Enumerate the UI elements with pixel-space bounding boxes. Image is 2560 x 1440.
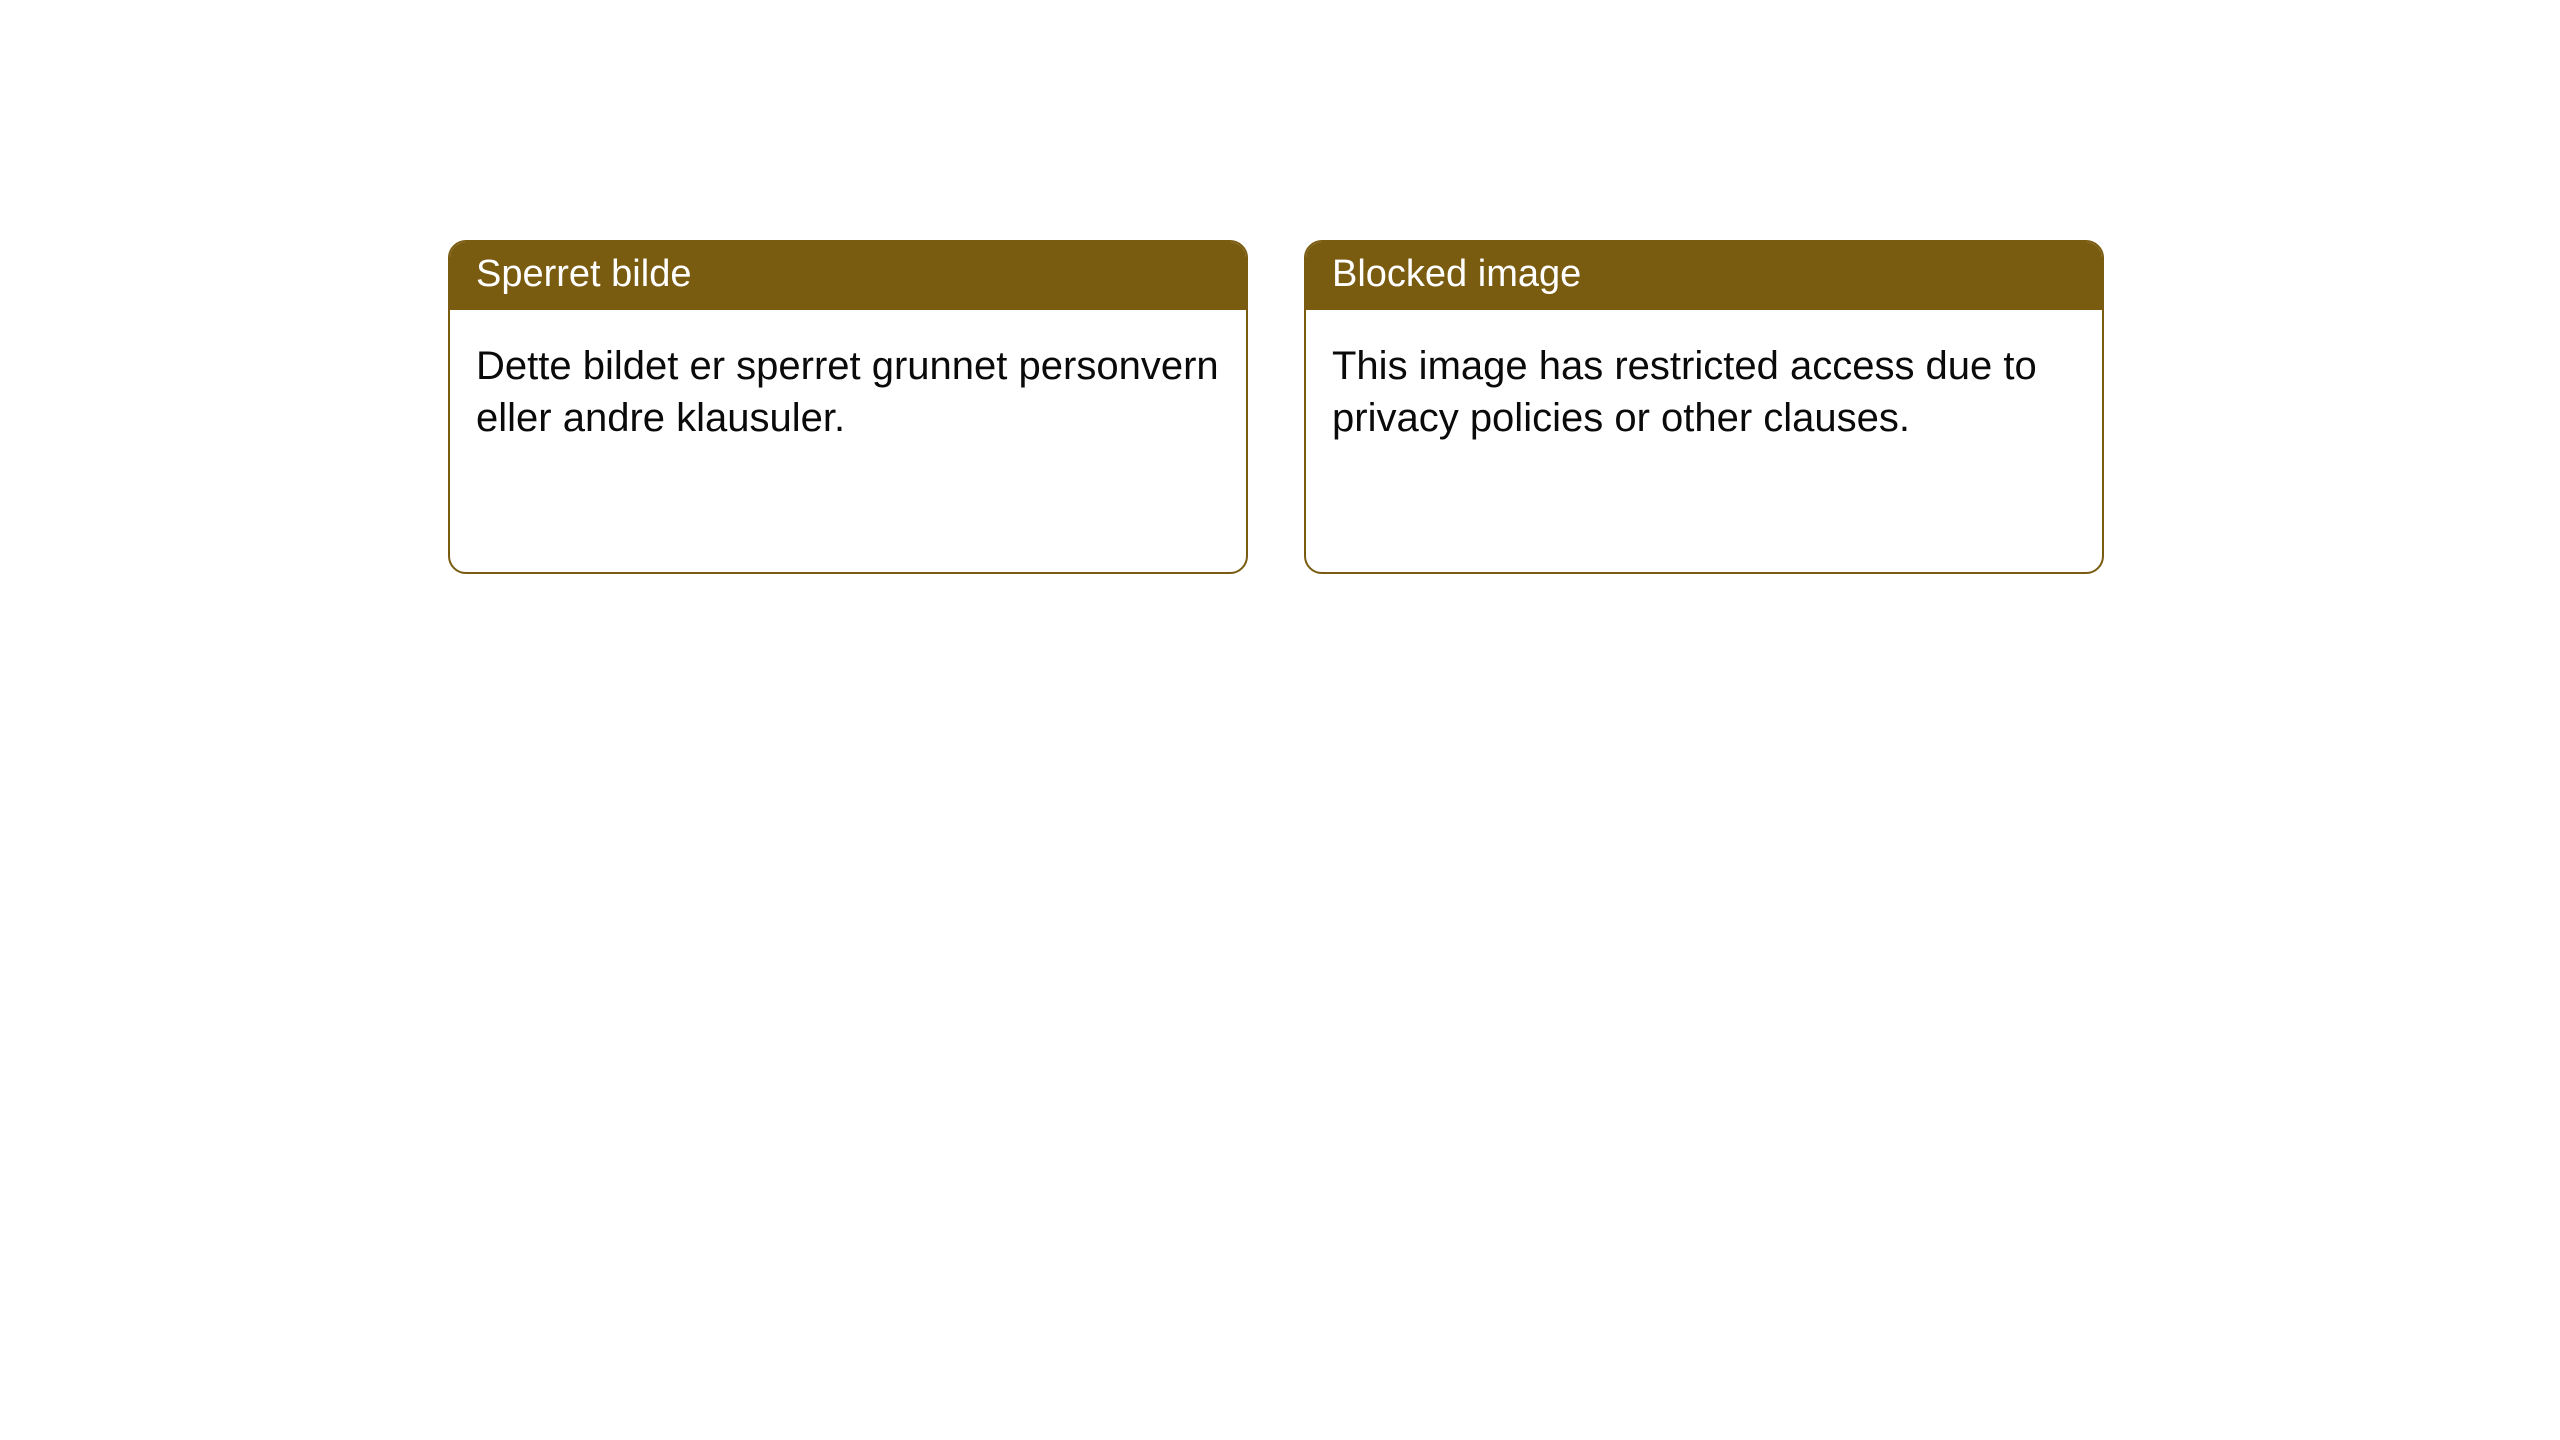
card-header-en: Blocked image (1306, 242, 2102, 310)
blocked-image-card-no: Sperret bilde Dette bildet er sperret gr… (448, 240, 1248, 574)
card-body-en: This image has restricted access due to … (1306, 310, 2102, 474)
card-container: Sperret bilde Dette bildet er sperret gr… (0, 0, 2560, 574)
card-header-no: Sperret bilde (450, 242, 1246, 310)
card-body-no: Dette bildet er sperret grunnet personve… (450, 310, 1246, 474)
blocked-image-card-en: Blocked image This image has restricted … (1304, 240, 2104, 574)
